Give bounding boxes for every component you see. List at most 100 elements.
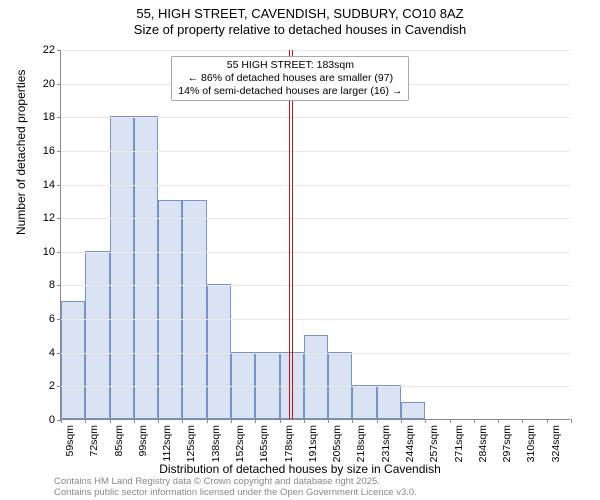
xtick-mark	[207, 419, 208, 423]
histogram-bar	[134, 116, 158, 419]
footer-line-2: Contains public sector information licen…	[54, 488, 417, 498]
xtick-mark	[61, 419, 62, 423]
xtick-label: 244sqm	[404, 425, 416, 462]
ytick-label: 10	[43, 246, 55, 258]
ytick-mark	[57, 151, 61, 152]
gridline	[61, 185, 570, 186]
xtick-label: 297sqm	[501, 425, 513, 462]
gridline	[61, 218, 570, 219]
xtick-mark	[110, 419, 111, 423]
gridline	[61, 319, 570, 320]
xtick-label: 165sqm	[258, 425, 270, 462]
ytick-label: 20	[43, 78, 55, 90]
ytick-mark	[57, 252, 61, 253]
xtick-label: 125sqm	[185, 425, 197, 462]
xtick-mark	[85, 419, 86, 423]
ytick-label: 16	[43, 145, 55, 157]
xtick-label: 191sqm	[307, 425, 319, 462]
footer-attribution: Contains HM Land Registry data © Crown c…	[54, 477, 417, 498]
gridline	[61, 285, 570, 286]
xtick-label: 218sqm	[355, 425, 367, 462]
gridline	[61, 50, 570, 51]
ytick-label: 12	[43, 212, 55, 224]
annotation-line-smaller: ← 86% of detached houses are smaller (97…	[178, 72, 402, 85]
xtick-label: 257sqm	[428, 425, 440, 462]
ytick-mark	[57, 319, 61, 320]
xtick-label: 99sqm	[137, 425, 149, 457]
xtick-label: 271sqm	[453, 425, 465, 462]
gridline	[61, 386, 570, 387]
ytick-mark	[57, 117, 61, 118]
gridline	[61, 353, 570, 354]
ytick-label: 4	[49, 347, 55, 359]
chart-title-block: 55, HIGH STREET, CAVENDISH, SUDBURY, CO1…	[0, 0, 600, 39]
histogram-bar	[255, 352, 279, 419]
xtick-mark	[304, 419, 305, 423]
xtick-mark	[280, 419, 281, 423]
xtick-mark	[352, 419, 353, 423]
ytick-label: 2	[49, 380, 55, 392]
xtick-label: 72sqm	[88, 425, 100, 457]
ytick-mark	[57, 185, 61, 186]
ytick-mark	[57, 84, 61, 85]
xtick-mark	[571, 419, 572, 423]
ytick-mark	[57, 353, 61, 354]
ytick-label: 8	[49, 279, 55, 291]
ytick-label: 18	[43, 111, 55, 123]
xtick-mark	[474, 419, 475, 423]
ytick-label: 14	[43, 179, 55, 191]
xtick-label: 59sqm	[64, 425, 76, 457]
gridline	[61, 252, 570, 253]
xtick-mark	[134, 419, 135, 423]
histogram-bar	[352, 385, 376, 419]
xtick-mark	[377, 419, 378, 423]
x-axis-label: Distribution of detached houses by size …	[0, 462, 600, 476]
xtick-label: 85sqm	[113, 425, 125, 457]
ytick-label: 22	[43, 44, 55, 56]
histogram-bar	[231, 352, 255, 419]
xtick-mark	[522, 419, 523, 423]
xtick-label: 231sqm	[380, 425, 392, 462]
histogram-bar	[377, 385, 401, 419]
histogram-bar	[328, 352, 352, 419]
ytick-label: 6	[49, 313, 55, 325]
property-marker-line	[289, 50, 290, 419]
bars-layer	[61, 50, 570, 419]
xtick-mark	[328, 419, 329, 423]
xtick-mark	[255, 419, 256, 423]
xtick-label: 138sqm	[210, 425, 222, 462]
footer-line-1: Contains HM Land Registry data © Crown c…	[54, 477, 417, 487]
xtick-label: 178sqm	[283, 425, 295, 462]
title-line-address: 55, HIGH STREET, CAVENDISH, SUDBURY, CO1…	[0, 6, 600, 22]
xtick-label: 112sqm	[161, 425, 173, 462]
property-marker-line	[292, 50, 293, 419]
histogram-bar	[304, 335, 328, 419]
xtick-mark	[450, 419, 451, 423]
chart-area: 024681012141618202259sqm72sqm85sqm99sqm1…	[60, 50, 570, 420]
xtick-label: 310sqm	[525, 425, 537, 462]
title-line-subtitle: Size of property relative to detached ho…	[0, 22, 600, 38]
annotation-line-larger: 14% of semi-detached houses are larger (…	[178, 85, 402, 98]
histogram-bar	[110, 116, 134, 419]
xtick-mark	[231, 419, 232, 423]
y-axis-label: Number of detached properties	[14, 70, 28, 235]
gridline	[61, 151, 570, 152]
gridline	[61, 117, 570, 118]
xtick-mark	[401, 419, 402, 423]
annotation-box: 55 HIGH STREET: 183sqm← 86% of detached …	[171, 56, 409, 101]
histogram-bar	[85, 251, 109, 419]
ytick-label: 0	[49, 414, 55, 426]
xtick-mark	[547, 419, 548, 423]
xtick-mark	[425, 419, 426, 423]
xtick-mark	[498, 419, 499, 423]
xtick-mark	[158, 419, 159, 423]
ytick-mark	[57, 50, 61, 51]
histogram-bar	[401, 402, 425, 419]
annotation-line-property: 55 HIGH STREET: 183sqm	[178, 59, 402, 72]
ytick-mark	[57, 285, 61, 286]
xtick-label: 205sqm	[331, 425, 343, 462]
xtick-label: 324sqm	[550, 425, 562, 462]
ytick-mark	[57, 386, 61, 387]
ytick-mark	[57, 218, 61, 219]
xtick-mark	[182, 419, 183, 423]
